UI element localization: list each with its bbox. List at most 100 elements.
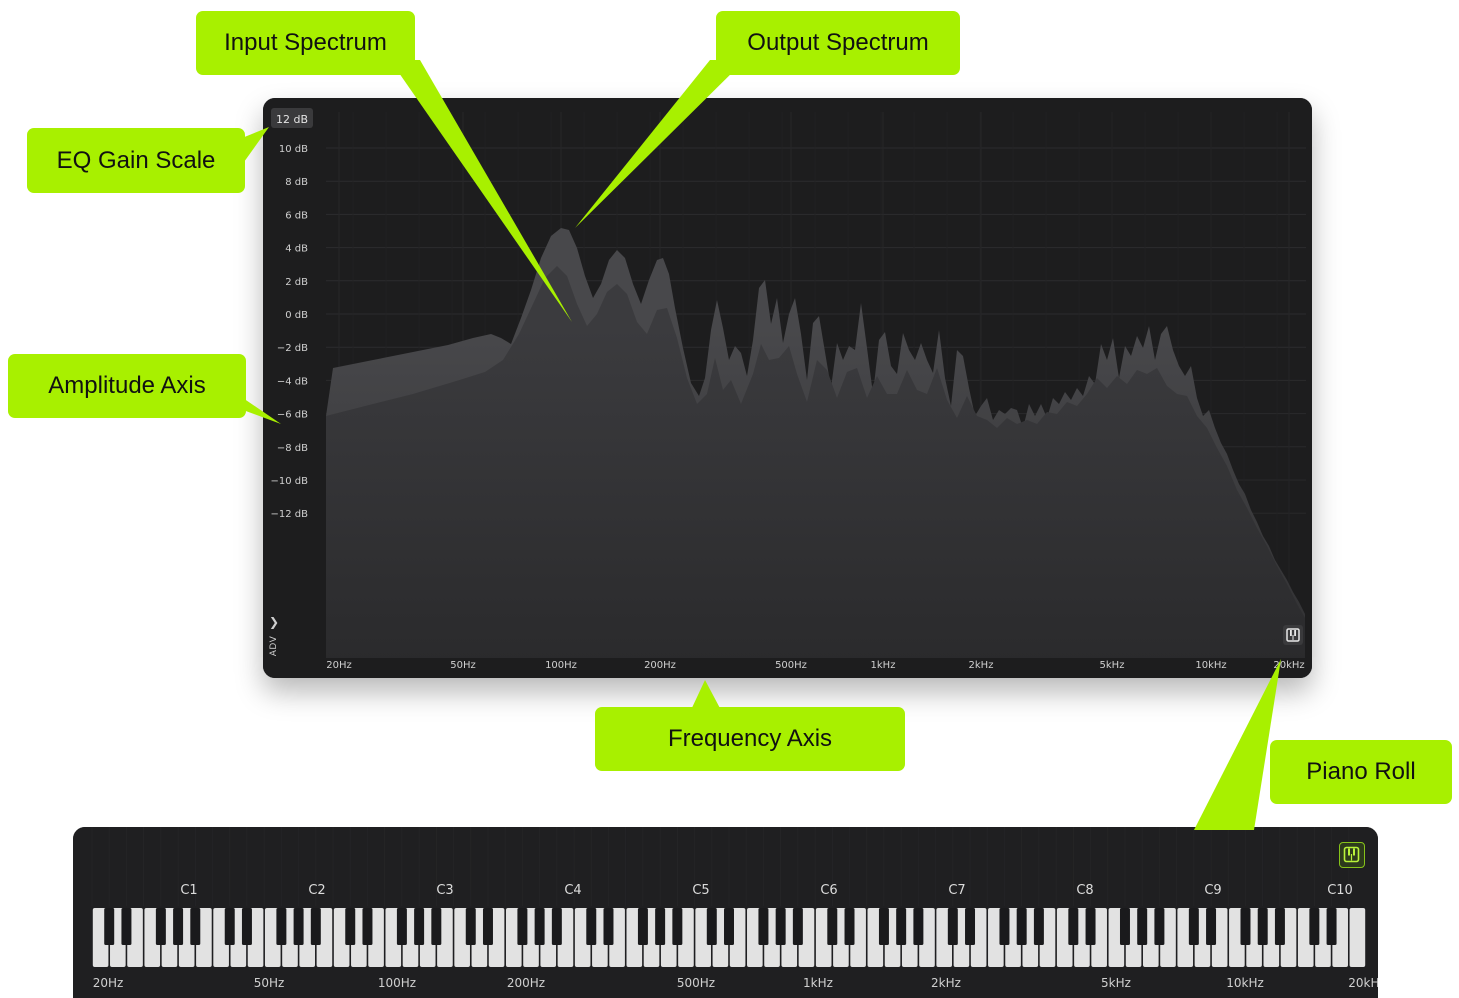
piano-black-key[interactable] [947, 908, 958, 945]
piano-roll-callout-text: Piano Roll [1306, 758, 1416, 785]
piano-frequency-label: 200Hz [507, 976, 545, 990]
piano-black-key[interactable] [1137, 908, 1148, 945]
piano-black-key[interactable] [104, 908, 115, 945]
octave-label: C9 [1204, 883, 1221, 898]
octave-label: C2 [308, 883, 325, 898]
piano-frequency-label: 20Hz [93, 976, 124, 990]
piano-black-key[interactable] [1033, 908, 1044, 945]
piano-black-key[interactable] [414, 908, 425, 945]
spectrum-display[interactable]: 10 dB 8 dB 6 dB 4 dB 2 dB 0 dB −2 dB −4 dB −6 dB… [263, 98, 1312, 678]
frequency-label: 1kHz [871, 660, 896, 671]
piano-black-key[interactable] [637, 908, 648, 945]
db-label: −10 dB [271, 476, 309, 487]
frequency-label: 2kHz [969, 660, 994, 671]
piano-black-key[interactable] [1326, 908, 1337, 945]
piano-black-key[interactable] [431, 908, 442, 945]
piano-frequency-label: 100Hz [378, 976, 416, 990]
frequency-axis-callout-text: Frequency Axis [667, 725, 833, 752]
piano-black-key[interactable] [1068, 908, 1079, 945]
piano-black-key[interactable] [396, 908, 407, 945]
db-label: 10 dB [279, 144, 308, 155]
piano-black-key[interactable] [121, 908, 132, 945]
amplitude-axis-labels: 10 dB 8 dB 6 dB 4 dB 2 dB 0 dB −2 dB −4 dB −6 dB… [271, 144, 309, 520]
adv-toggle-button[interactable]: ❯ ADV [265, 613, 283, 665]
octave-label: C8 [1076, 883, 1093, 898]
piano-black-key[interactable] [1119, 908, 1130, 945]
piano-black-key[interactable] [241, 908, 252, 945]
piano-black-key[interactable] [1154, 908, 1165, 945]
frequency-axis-callout: Frequency Axis [595, 707, 905, 771]
piano-black-key[interactable] [173, 908, 184, 945]
piano-black-key[interactable] [482, 908, 493, 945]
piano-black-key[interactable] [1274, 908, 1285, 945]
piano-black-key[interactable] [672, 908, 683, 945]
piano-black-key[interactable] [586, 908, 597, 945]
piano-black-key[interactable] [1188, 908, 1199, 945]
piano-black-key[interactable] [1257, 908, 1268, 945]
output-spectrum-callout-text: Output Spectrum [747, 29, 929, 56]
piano-frequency-label: 1kHz [803, 976, 833, 990]
piano-black-key[interactable] [190, 908, 201, 945]
piano-black-key[interactable] [758, 908, 769, 945]
piano-black-key[interactable] [362, 908, 373, 945]
db-label: −12 dB [271, 509, 309, 520]
frequency-label: 20kHz [1273, 660, 1304, 671]
db-label: −4 dB [277, 376, 308, 387]
piano-frequency-label: 50Hz [254, 976, 285, 990]
piano-black-key[interactable] [155, 908, 166, 945]
piano-keys-icon [1343, 846, 1360, 863]
piano-black-key[interactable] [706, 908, 717, 945]
piano-black-key[interactable] [1016, 908, 1027, 945]
piano-black-key[interactable] [345, 908, 356, 945]
piano-black-key[interactable] [878, 908, 889, 945]
octave-label: C4 [564, 883, 581, 898]
piano-black-key[interactable] [1206, 908, 1217, 945]
frequency-label: 500Hz [775, 660, 807, 671]
piano-black-key[interactable] [310, 908, 321, 945]
input-spectrum-callout-text: Input Spectrum [224, 29, 387, 56]
piano-black-key[interactable] [276, 908, 287, 945]
piano-roll-panel[interactable]: C1 C2 C3 C4 C5 C6 C7 C8 C9 C10 20Hz 50Hz 100Hz 200Hz… [73, 827, 1378, 998]
chevron-right-icon: ❯ [269, 615, 280, 629]
piano-black-key[interactable] [792, 908, 803, 945]
piano-black-key[interactable] [517, 908, 528, 945]
piano-black-key[interactable] [603, 908, 614, 945]
octave-label: C7 [948, 883, 965, 898]
piano-black-key[interactable] [844, 908, 855, 945]
piano-roll-active-button[interactable] [1339, 842, 1365, 868]
piano-black-key[interactable] [724, 908, 734, 945]
octave-label: C3 [436, 883, 453, 898]
piano-black-key[interactable] [293, 908, 304, 945]
piano-black-key[interactable] [1240, 908, 1251, 945]
piano-black-key[interactable] [965, 908, 976, 945]
piano-white-key[interactable] [1349, 908, 1366, 967]
piano-black-key[interactable] [551, 908, 562, 945]
db-label: 2 dB [285, 277, 308, 288]
octave-label: C5 [692, 883, 709, 898]
piano-black-key[interactable] [534, 908, 545, 945]
octave-labels: C1 C2 C3 C4 C5 C6 C7 C8 C9 C10 [180, 883, 1352, 898]
piano-black-key[interactable] [655, 908, 666, 945]
piano-black-key[interactable] [896, 908, 907, 945]
frequency-label: 20Hz [326, 660, 352, 671]
piano-black-key[interactable] [999, 908, 1010, 945]
piano-black-key[interactable] [775, 908, 786, 945]
piano-black-key[interactable] [1309, 908, 1320, 945]
piano-black-key[interactable] [1085, 908, 1096, 945]
eq-gain-scale-selector[interactable]: 12 dB [271, 108, 313, 128]
piano-roll-pointer [1194, 659, 1281, 830]
spectrum-analyzer-panel[interactable]: 10 dB 8 dB 6 dB 4 dB 2 dB 0 dB −2 dB −4 dB −6 dB… [263, 98, 1312, 678]
piano-black-key[interactable] [465, 908, 476, 945]
db-label: 0 dB [285, 310, 308, 321]
octave-label: C1 [180, 883, 197, 898]
piano-keys-icon [1286, 628, 1300, 642]
piano-roll-toggle-button[interactable] [1283, 625, 1303, 645]
eq-gain-scale-value: 12 dB [276, 113, 308, 126]
piano-black-key[interactable] [827, 908, 838, 945]
input-spectrum-callout: Input Spectrum [196, 11, 415, 75]
piano-black-key[interactable] [913, 908, 924, 945]
piano-black-key[interactable] [224, 908, 235, 945]
piano-black-keys[interactable] [104, 908, 1337, 945]
eq-gain-scale-callout: EQ Gain Scale [27, 128, 245, 193]
piano-roll-display[interactable]: C1 C2 C3 C4 C5 C6 C7 C8 C9 C10 20Hz 50Hz 100Hz 200Hz… [73, 827, 1378, 998]
